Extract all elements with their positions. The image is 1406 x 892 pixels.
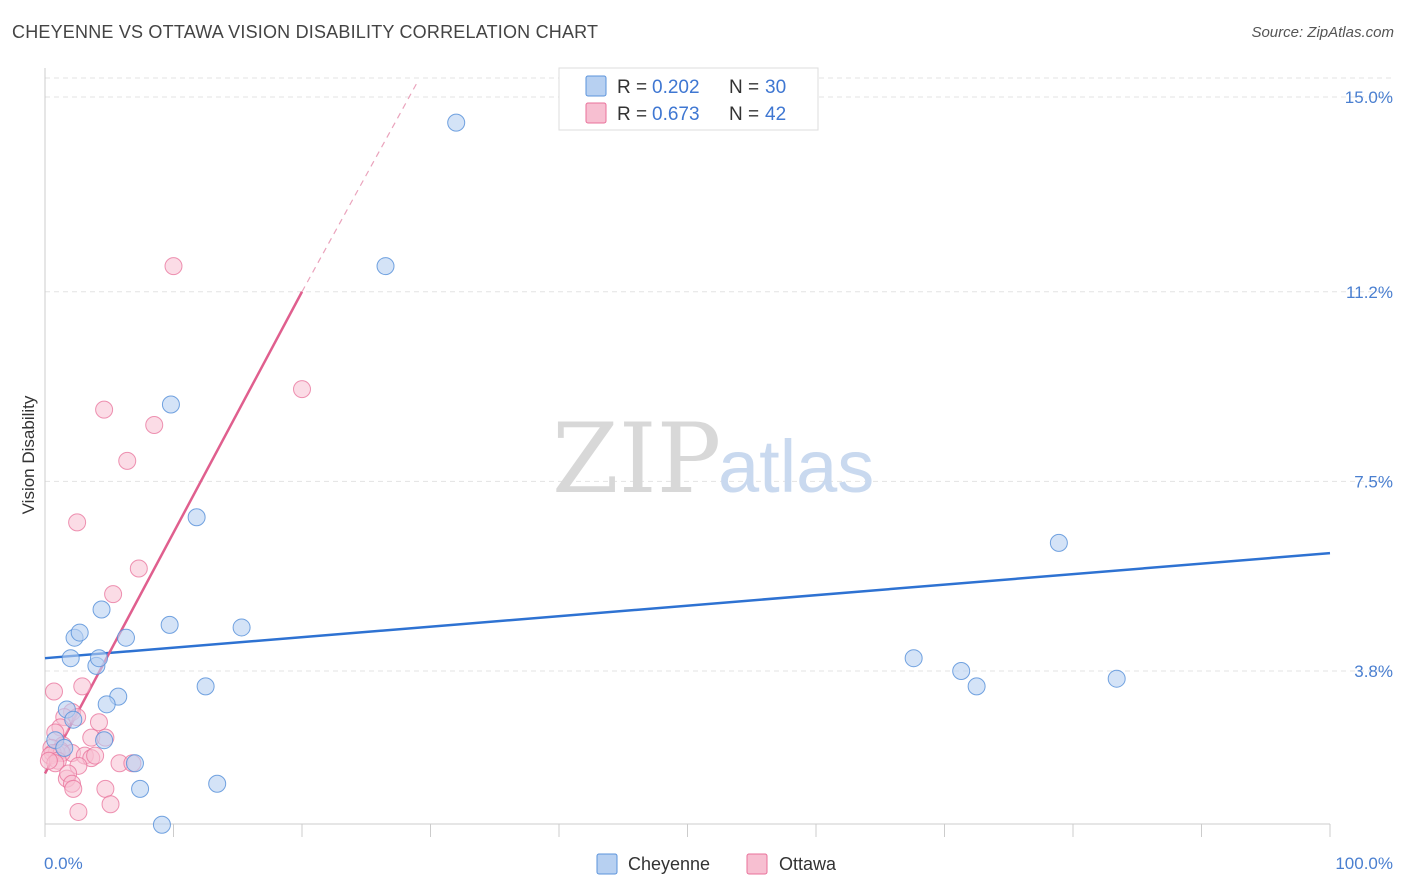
cheyenne-point (95, 731, 114, 750)
cheyenne-point (89, 649, 108, 668)
data-points (39, 113, 1126, 834)
cheyenne-n-label: N = (729, 77, 759, 98)
axes (44, 68, 1331, 837)
ottawa-point (73, 677, 92, 696)
cheyenne-point (70, 623, 89, 642)
y-tick-label: 3.8% (1354, 662, 1393, 681)
cheyenne-point (55, 738, 74, 757)
cheyenne-point (161, 395, 180, 414)
cheyenne-point (131, 779, 150, 798)
cheyenne-point (116, 628, 135, 647)
cheyenne-point (1107, 669, 1126, 688)
x-tick-labels: 0.0% 100.0% (44, 854, 1393, 873)
ottawa-point (96, 779, 115, 798)
ottawa-n-value: 42 (765, 104, 786, 125)
cheyenne-point (232, 618, 251, 637)
ottawa-point (101, 795, 120, 814)
ottawa-r-label: R = (617, 104, 647, 125)
cheyenne-point (64, 710, 83, 729)
ottawa-point (118, 451, 137, 470)
ottawa-point (104, 585, 123, 604)
ottawa-point (86, 746, 105, 765)
cheyenne-point (61, 649, 80, 668)
ottawa-point (95, 400, 114, 419)
cheyenne-point (904, 649, 923, 668)
legend-cheyenne-label: Cheyenne (628, 854, 710, 874)
cheyenne-swatch (585, 75, 607, 97)
cheyenne-point (92, 600, 111, 619)
ottawa-r-value: 0.673 (652, 104, 700, 125)
y-tick-label: 7.5% (1354, 472, 1393, 491)
ottawa-point (69, 802, 88, 821)
y-tick-label: 11.2% (1346, 283, 1393, 302)
watermark-atlas: atlas (718, 425, 874, 508)
ottawa-point (64, 779, 83, 798)
ottawa-point (164, 257, 183, 276)
y-axis-label: Vision Disability (19, 395, 38, 514)
cheyenne-trend-line (44, 551, 1331, 660)
watermark-zip: ZIP (552, 403, 721, 515)
legend-ottawa-label: Ottawa (779, 854, 837, 874)
ottawa-point (89, 713, 108, 732)
source-credit: Source: ZipAtlas.com (1251, 24, 1394, 41)
y-tick-label: 15.0% (1345, 88, 1393, 107)
cheyenne-point (952, 662, 971, 680)
stats-legend: R = 0.202 N = 30 R = 0.673 N = 42 (558, 67, 819, 131)
chart-title: CHEYENNE VS OTTAWA VISION DISABILITY COR… (12, 22, 599, 42)
cheyenne-point (125, 754, 144, 773)
ottawa-trend-extension (301, 81, 419, 293)
ottawa-point (145, 416, 164, 434)
cheyenne-point (967, 677, 986, 696)
ottawa-trend-line (43, 291, 304, 775)
gridlines (45, 77, 1395, 672)
y-tick-labels: 3.8% 7.5% 11.2% 15.0% (1345, 88, 1393, 681)
ottawa-point (129, 559, 148, 578)
cheyenne-point (447, 113, 466, 132)
cheyenne-n-value: 30 (765, 77, 786, 98)
cheyenne-r-value: 0.202 (652, 77, 700, 98)
cheyenne-point (376, 257, 395, 276)
x-tick-label: 100.0% (1335, 854, 1393, 873)
cheyenne-r-label: R = (617, 77, 647, 98)
x-tick-label: 0.0% (44, 854, 83, 873)
cheyenne-point (97, 695, 116, 714)
series-legend: Cheyenne Ottawa (596, 853, 837, 875)
ottawa-point (68, 513, 87, 532)
cheyenne-point (152, 815, 171, 834)
cheyenne-point (187, 508, 206, 527)
legend-ottawa-swatch (746, 853, 768, 875)
ottawa-swatch (585, 102, 607, 124)
cheyenne-point (160, 615, 179, 634)
ottawa-point (39, 751, 58, 770)
ottawa-point (293, 380, 311, 399)
ottawa-point (44, 682, 63, 701)
cheyenne-point (208, 774, 227, 793)
cheyenne-point (196, 677, 215, 696)
cheyenne-point (1049, 533, 1068, 552)
legend-cheyenne-swatch (596, 853, 618, 875)
ottawa-n-label: N = (729, 104, 759, 125)
watermark: ZIP atlas (552, 403, 874, 515)
